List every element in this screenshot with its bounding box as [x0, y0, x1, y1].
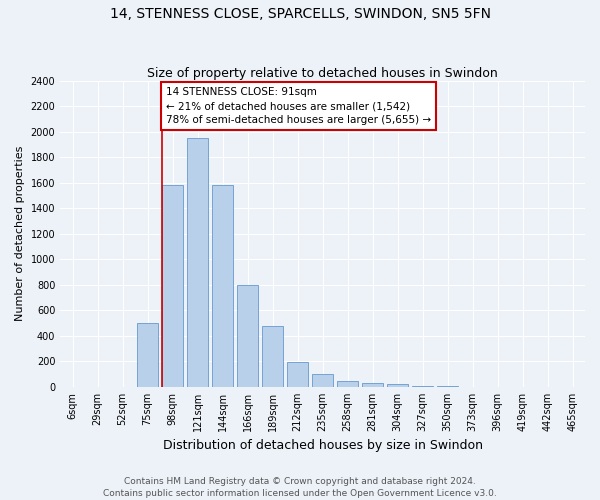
- Bar: [137, 323, 158, 387]
- Text: 14 STENNESS CLOSE: 91sqm
← 21% of detached houses are smaller (1,542)
78% of sem: 14 STENNESS CLOSE: 91sqm ← 21% of detach…: [166, 87, 431, 125]
- Bar: [337, 380, 358, 387]
- X-axis label: Distribution of detached houses by size in Swindon: Distribution of detached houses by size …: [163, 440, 482, 452]
- Bar: [262, 326, 283, 387]
- Bar: [162, 186, 183, 387]
- Bar: [237, 285, 258, 387]
- Bar: [212, 186, 233, 387]
- Bar: [312, 374, 333, 387]
- Y-axis label: Number of detached properties: Number of detached properties: [15, 146, 25, 322]
- Bar: [362, 383, 383, 387]
- Text: 14, STENNESS CLOSE, SPARCELLS, SWINDON, SN5 5FN: 14, STENNESS CLOSE, SPARCELLS, SWINDON, …: [110, 8, 491, 22]
- Text: Contains HM Land Registry data © Crown copyright and database right 2024.
Contai: Contains HM Land Registry data © Crown c…: [103, 476, 497, 498]
- Bar: [387, 384, 408, 387]
- Bar: [437, 386, 458, 387]
- Bar: [412, 386, 433, 387]
- Bar: [287, 362, 308, 387]
- Title: Size of property relative to detached houses in Swindon: Size of property relative to detached ho…: [147, 66, 498, 80]
- Bar: [187, 138, 208, 387]
